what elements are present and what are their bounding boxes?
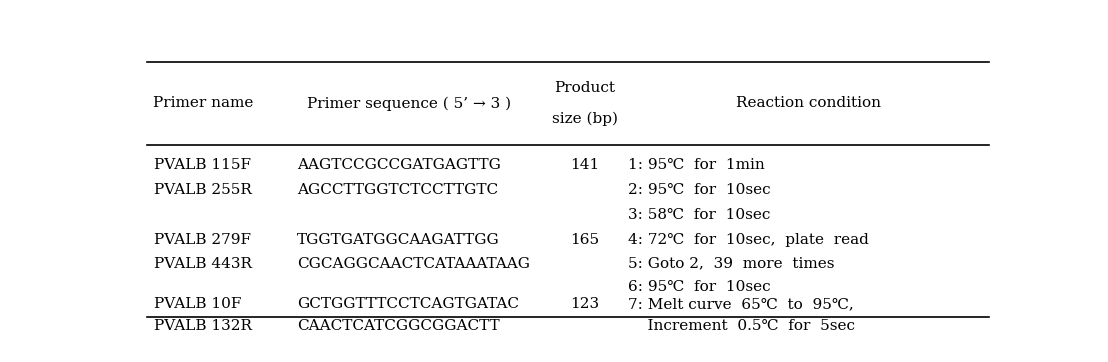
Text: Primer name: Primer name [153, 96, 253, 110]
Text: CAACTCATCGGCGGACTT: CAACTCATCGGCGGACTT [297, 319, 500, 333]
Text: PVALB 279F: PVALB 279F [154, 233, 250, 247]
Text: PVALB 443R: PVALB 443R [154, 257, 252, 271]
Text: PVALB 115F: PVALB 115F [154, 158, 250, 172]
Text: Reaction condition: Reaction condition [736, 96, 881, 110]
Text: Product: Product [554, 81, 616, 95]
Text: 7: Melt curve  65℃  to  95℃,: 7: Melt curve 65℃ to 95℃, [628, 297, 853, 311]
Text: GCTGGTTTCCTCAGTGATAC: GCTGGTTTCCTCAGTGATAC [297, 297, 520, 311]
Text: PVALB 10F: PVALB 10F [154, 297, 242, 311]
Text: AAGTCCGCCGATGAGTTG: AAGTCCGCCGATGAGTTG [297, 158, 501, 172]
Text: 1: 95℃  for  1min: 1: 95℃ for 1min [628, 158, 765, 172]
Text: CGCAGGCAACTCATAAATAAG: CGCAGGCAACTCATAAATAAG [297, 257, 531, 271]
Text: TGGTGATGGCAAGATTGG: TGGTGATGGCAAGATTGG [297, 233, 500, 247]
Text: 123: 123 [571, 297, 599, 311]
Text: PVALB 132R: PVALB 132R [154, 319, 252, 333]
Text: 141: 141 [571, 158, 599, 172]
Text: size (bp): size (bp) [552, 111, 618, 126]
Text: 3: 58℃  for  10sec: 3: 58℃ for 10sec [628, 208, 770, 222]
Text: 4: 72℃  for  10sec,  plate  read: 4: 72℃ for 10sec, plate read [628, 233, 869, 247]
Text: 6: 95℃  for  10sec: 6: 95℃ for 10sec [628, 280, 770, 294]
Text: Increment  0.5℃  for  5sec: Increment 0.5℃ for 5sec [628, 319, 855, 333]
Text: AGCCTTGGTCTCCTTGTC: AGCCTTGGTCTCCTTGTC [297, 183, 499, 197]
Text: Primer sequence ( 5’ → 3 ): Primer sequence ( 5’ → 3 ) [307, 96, 511, 110]
Text: 165: 165 [571, 233, 599, 247]
Text: 2: 95℃  for  10sec: 2: 95℃ for 10sec [628, 183, 770, 197]
Text: PVALB 255R: PVALB 255R [154, 183, 252, 197]
Text: 5: Goto 2,  39  more  times: 5: Goto 2, 39 more times [628, 257, 834, 271]
